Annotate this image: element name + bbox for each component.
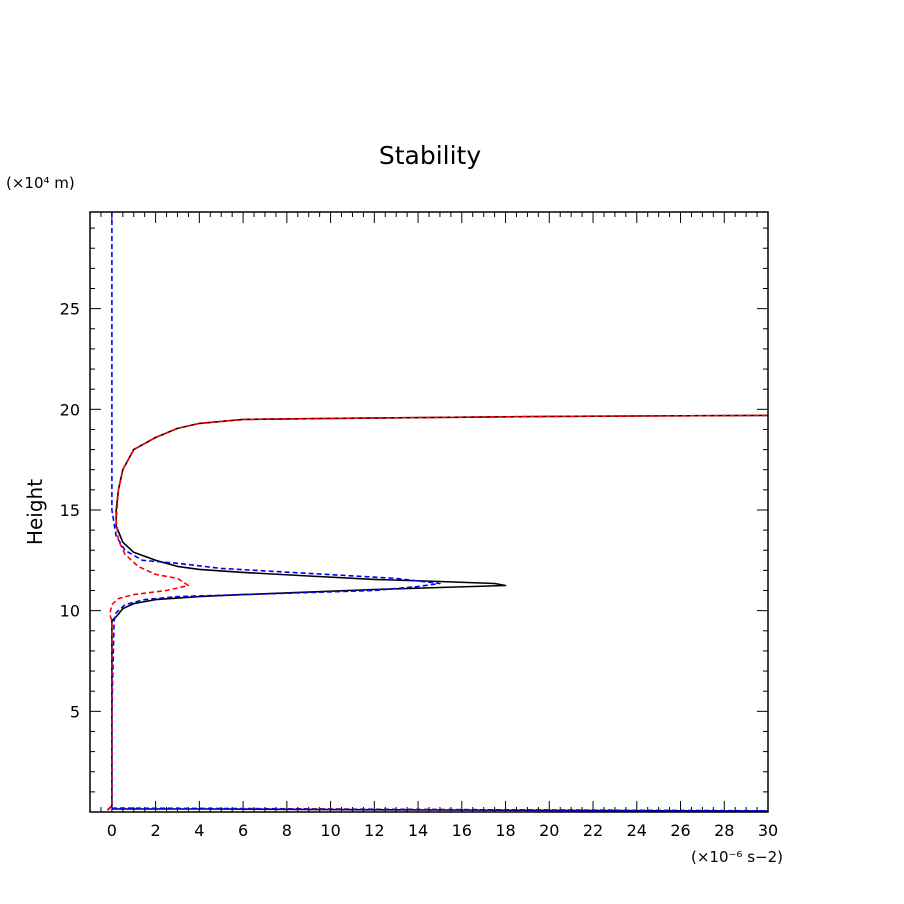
x-tick-label: 28 bbox=[714, 821, 734, 840]
x-tick-label: 12 bbox=[364, 821, 384, 840]
series-line-0 bbox=[106, 414, 769, 811]
x-tick-label: 30 bbox=[758, 821, 778, 840]
x-tick-label: 6 bbox=[238, 821, 248, 840]
y-tick-label: 20 bbox=[60, 400, 80, 419]
x-tick-label: 2 bbox=[151, 821, 161, 840]
x-tick-label: 22 bbox=[583, 821, 603, 840]
y-tick-label: 10 bbox=[60, 602, 80, 621]
series-line-1 bbox=[106, 212, 441, 811]
x-tick-label: 10 bbox=[320, 821, 340, 840]
y-tick-label: 15 bbox=[60, 501, 80, 520]
x-tick-label: 8 bbox=[282, 821, 292, 840]
x-tick-label: 14 bbox=[408, 821, 428, 840]
y-axis-unit: (×10⁴ m) bbox=[6, 174, 75, 192]
x-tick-label: 24 bbox=[627, 821, 647, 840]
series-line-5 bbox=[111, 807, 769, 812]
y-tick-label: 25 bbox=[60, 300, 80, 319]
x-axis-unit: (×10⁻⁶ s−2) bbox=[691, 848, 783, 866]
plot-frame bbox=[89, 211, 769, 813]
y-tick-label: 5 bbox=[70, 702, 80, 721]
chart-title: Stability bbox=[379, 141, 482, 170]
y-axis-label: Height bbox=[23, 479, 47, 545]
x-tick-label: 20 bbox=[539, 821, 559, 840]
x-tick-label: 4 bbox=[194, 821, 204, 840]
x-tick-label: 16 bbox=[452, 821, 472, 840]
series-line-2 bbox=[106, 414, 769, 811]
x-tick-label: 0 bbox=[107, 821, 117, 840]
x-tick-label: 26 bbox=[670, 821, 690, 840]
plot-series bbox=[106, 212, 769, 812]
x-tick-label: 18 bbox=[495, 821, 515, 840]
